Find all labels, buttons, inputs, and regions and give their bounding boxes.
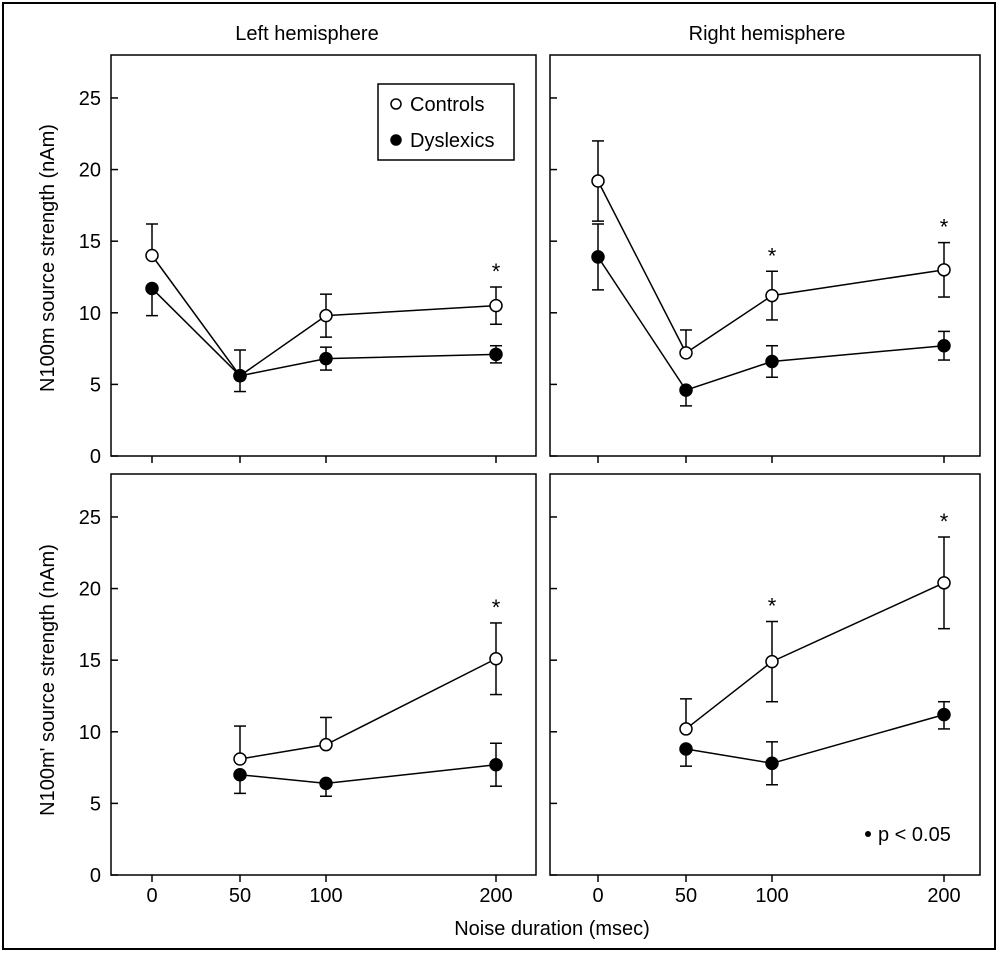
- y-tick-label: 25: [79, 507, 101, 529]
- y-tick-label: 10: [79, 722, 101, 744]
- data-point-dyslexics: [145, 281, 159, 296]
- data-point-dyslexics: [679, 383, 693, 397]
- data-point-controls: [937, 576, 951, 590]
- series-line-dyslexics: [597, 256, 945, 392]
- data-point-controls: [765, 654, 779, 669]
- y-tick-label: 20: [79, 160, 101, 182]
- x-tick-label: 100: [755, 885, 788, 907]
- significance-asterisk: *: [768, 594, 777, 619]
- chart-panels: 0510152025*ControlsDyslexics**0510152025…: [79, 54, 981, 907]
- data-point-controls: [679, 722, 693, 736]
- significance-asterisk: *: [492, 259, 501, 284]
- y-tick-label: 5: [90, 793, 101, 815]
- data-point-controls: [233, 752, 247, 766]
- panel-frame: [110, 54, 537, 457]
- panel-0: 0 5 10 15 20 25 * Controls Dyslexics: [79, 54, 537, 468]
- y-tick-label: 0: [90, 446, 101, 468]
- data-point-dyslexics: [937, 338, 951, 353]
- significance-note: p < 0.05: [865, 824, 951, 846]
- data-point-controls: [319, 308, 333, 323]
- y-axis-label-bottom: N100m' source strength (nAm): [37, 544, 59, 816]
- panel-title-left: Left hemisphere: [235, 23, 378, 45]
- x-tick-label: 50: [229, 885, 251, 907]
- y-tick-label: 15: [79, 650, 101, 672]
- legend-marker-controls: [390, 98, 402, 110]
- panel-3: 0 50 100 200 * *: [549, 473, 981, 907]
- y-tick-label: 25: [79, 88, 101, 110]
- series-line-controls: [597, 180, 945, 354]
- data-point-controls: [591, 174, 605, 188]
- x-tick-label: 50: [675, 885, 697, 907]
- data-point-dyslexics: [937, 707, 951, 722]
- data-point-controls: [679, 346, 693, 360]
- data-point-controls: [319, 737, 333, 752]
- data-point-dyslexics: [765, 756, 779, 771]
- panel-frame: [549, 473, 981, 876]
- data-point-controls: [937, 263, 951, 277]
- x-tick-label: 100: [309, 885, 342, 907]
- y-tick-label: 15: [79, 231, 101, 253]
- y-axis-label-top: N100m source strength (nAm): [37, 124, 59, 392]
- data-point-dyslexics: [489, 757, 503, 772]
- panel-frame: [549, 54, 981, 457]
- data-point-dyslexics: [489, 347, 503, 362]
- significance-asterisk: *: [940, 509, 949, 534]
- series-line-controls: [151, 255, 497, 377]
- y-tick-label: 5: [90, 374, 101, 396]
- series-line-dyslexics: [151, 287, 497, 377]
- legend-box: [377, 83, 515, 161]
- data-point-dyslexics: [679, 742, 693, 756]
- significance-asterisk: *: [768, 243, 777, 268]
- y-tick-label: 10: [79, 303, 101, 325]
- panel-title-right: Right hemisphere: [689, 23, 846, 45]
- legend-label-controls: Controls: [410, 94, 484, 116]
- significance-note-text: p < 0.05: [878, 824, 951, 846]
- legend-label-dyslexics: Dyslexics: [410, 130, 494, 152]
- data-point-dyslexics: [319, 776, 333, 791]
- panel-2: 0 5 10 15 20 25 0 50 100 200 *: [79, 473, 537, 907]
- data-point-controls: [489, 651, 503, 666]
- x-tick-label: 200: [479, 885, 512, 907]
- x-tick-label: 0: [146, 885, 157, 907]
- panel-frame: [110, 473, 537, 876]
- data-point-dyslexics: [233, 768, 247, 782]
- significance-asterisk: *: [940, 215, 949, 240]
- data-point-dyslexics: [319, 351, 333, 366]
- x-tick-label: 200: [927, 885, 960, 907]
- data-point-controls: [489, 298, 503, 313]
- y-tick-label: 20: [79, 579, 101, 601]
- significance-asterisk: *: [492, 595, 501, 620]
- data-point-dyslexics: [591, 250, 605, 264]
- significance-note-marker: [865, 831, 871, 837]
- data-point-controls: [765, 288, 779, 303]
- data-point-controls: [145, 248, 159, 263]
- legend: Controls Dyslexics: [377, 83, 515, 161]
- y-tick-label: 0: [90, 865, 101, 887]
- x-tick-label: 0: [592, 885, 603, 907]
- data-point-dyslexics: [765, 354, 779, 369]
- data-point-dyslexics: [233, 369, 247, 383]
- x-axis-label: Noise duration (msec): [454, 918, 650, 940]
- legend-marker-dyslexics: [390, 134, 402, 146]
- panel-1: **: [549, 54, 981, 463]
